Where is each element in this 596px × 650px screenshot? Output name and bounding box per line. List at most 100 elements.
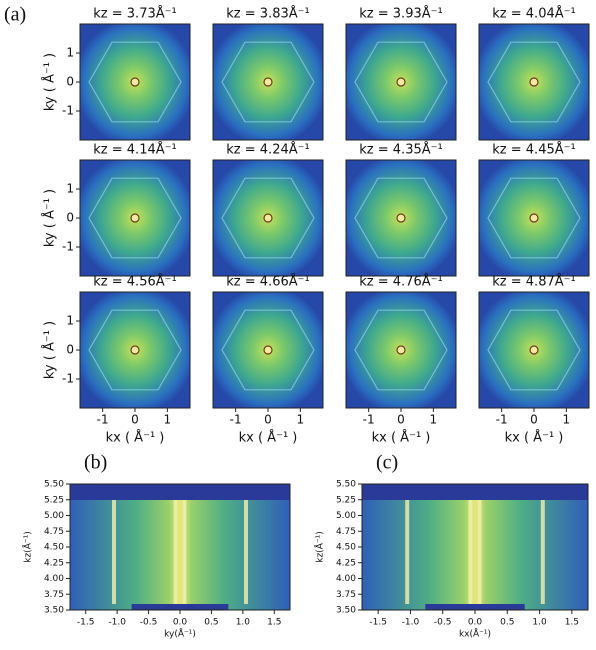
panel-title: kz = 4.76Å⁻¹	[359, 274, 442, 290]
x-axis-label: kx ( Å⁻¹ )	[239, 430, 298, 446]
y-tick-label: 5.25	[336, 495, 356, 505]
kz-stripe	[244, 500, 248, 604]
x-axis-label: kx ( Å⁻¹ )	[106, 430, 165, 446]
y-tick-label: 0	[66, 343, 74, 357]
y-tick-label: 3.75	[44, 590, 64, 600]
y-tick-label: -1	[62, 104, 74, 118]
x-tick-label: 0.0	[173, 618, 188, 628]
y-tick-label: 5.50	[336, 480, 356, 490]
center-spot	[264, 78, 272, 86]
y-tick-label: 4.75	[336, 527, 356, 537]
y-tick-label: 1	[66, 182, 74, 196]
x-tick-label: 1	[563, 413, 571, 427]
x-tick-label: 1.0	[236, 618, 251, 628]
panel-title: kz = 4.04Å⁻¹	[492, 6, 575, 22]
x-tick-label: 0	[264, 413, 272, 427]
center-spot	[131, 214, 139, 222]
x-tick-label: -0.5	[140, 618, 158, 628]
center-spot	[530, 346, 538, 354]
x-tick-label: -1.5	[369, 618, 387, 628]
x-tick-label: -1.5	[77, 618, 95, 628]
figure: (a) (b) (c) kz = 3.73Å⁻¹-101ky ( Å⁻¹ )kz…	[0, 0, 596, 650]
y-axis-label: ky ( Å⁻¹ )	[42, 321, 58, 379]
panel-title: kz = 4.56Å⁻¹	[93, 274, 176, 290]
kz-stripe	[112, 500, 116, 604]
y-axis-label: ky ( Å⁻¹ )	[42, 53, 58, 111]
panel-label: (b)	[84, 452, 107, 474]
x-axis-label: kx ( Å⁻¹ )	[372, 430, 431, 446]
y-tick-label: 4.75	[44, 527, 64, 537]
panel-title: kz = 4.45Å⁻¹	[492, 142, 575, 158]
kz-stripe	[541, 500, 545, 604]
y-axis-label: kz(Å⁻¹)	[22, 531, 34, 562]
x-tick-label: 0.0	[468, 618, 483, 628]
y-axis-label: kz(Å⁻¹)	[314, 531, 326, 562]
x-tick-label: 0	[131, 413, 139, 427]
kz-image	[362, 484, 588, 610]
center-spot	[397, 214, 405, 222]
kz-band	[132, 604, 229, 610]
panel-title: kz = 4.35Å⁻¹	[359, 142, 442, 158]
center-spot	[131, 78, 139, 86]
kz-band	[362, 484, 588, 500]
y-tick-label: 3.75	[336, 590, 356, 600]
y-tick-label: 5.50	[44, 480, 64, 490]
x-tick-label: 1	[430, 413, 438, 427]
kz-band	[70, 484, 290, 500]
y-tick-label: 4.50	[336, 543, 356, 553]
x-tick-label: -0.5	[434, 618, 452, 628]
x-tick-label: -1	[97, 413, 109, 427]
x-tick-label: -1	[496, 413, 508, 427]
y-tick-label: -1	[62, 240, 74, 254]
x-tick-label: 1	[164, 413, 172, 427]
center-spot	[131, 346, 139, 354]
x-tick-label: 0	[530, 413, 538, 427]
panel-title: kz = 4.66Å⁻¹	[226, 274, 309, 290]
y-tick-label: 5.00	[44, 511, 64, 521]
panel-title: kz = 3.73Å⁻¹	[93, 6, 176, 22]
kz-band	[425, 604, 524, 610]
x-tick-label: 1	[297, 413, 305, 427]
kz-stripe	[405, 500, 409, 604]
x-tick-label: 0.5	[204, 618, 218, 628]
panel-title: kz = 4.14Å⁻¹	[93, 142, 176, 158]
y-tick-label: 3.50	[336, 606, 356, 616]
center-spot	[397, 78, 405, 86]
y-tick-label: 1	[66, 46, 74, 60]
y-tick-label: 4.25	[44, 558, 64, 568]
kz-stripe	[468, 500, 472, 604]
panel-title: kz = 3.93Å⁻¹	[359, 6, 442, 22]
y-tick-label: 4.00	[336, 574, 356, 584]
center-spot	[264, 214, 272, 222]
y-tick-label: 4.00	[44, 574, 64, 584]
x-tick-label: -1.0	[108, 618, 126, 628]
panel-title: kz = 3.83Å⁻¹	[226, 6, 309, 22]
kz-stripe	[174, 500, 178, 604]
x-tick-label: -1	[363, 413, 375, 427]
kz-stripe	[182, 500, 186, 604]
y-tick-label: 3.50	[44, 606, 64, 616]
y-tick-label: 1	[66, 314, 74, 328]
center-spot	[397, 346, 405, 354]
kz-image	[70, 484, 290, 610]
center-spot	[530, 78, 538, 86]
y-tick-label: 5.25	[44, 495, 64, 505]
y-tick-label: 4.50	[44, 543, 64, 553]
y-tick-label: 4.25	[336, 558, 356, 568]
panel-title: kz = 4.87Å⁻¹	[492, 274, 575, 290]
x-tick-label: 1.5	[267, 618, 281, 628]
center-spot	[530, 214, 538, 222]
kz-stripe	[478, 500, 482, 604]
x-tick-label: -1	[230, 413, 242, 427]
y-axis-label: ky ( Å⁻¹ )	[42, 189, 58, 247]
x-tick-label: 1.5	[565, 618, 579, 628]
center-spot	[264, 346, 272, 354]
x-tick-label: 1.0	[532, 618, 547, 628]
x-tick-label: 0	[397, 413, 405, 427]
y-tick-label: -1	[62, 372, 74, 386]
y-tick-label: 0	[66, 75, 74, 89]
x-axis-label: ky(Å⁻¹)	[164, 628, 196, 640]
y-tick-label: 5.00	[336, 511, 356, 521]
x-tick-label: 0.5	[500, 618, 514, 628]
panel-label: (a)	[4, 4, 26, 26]
